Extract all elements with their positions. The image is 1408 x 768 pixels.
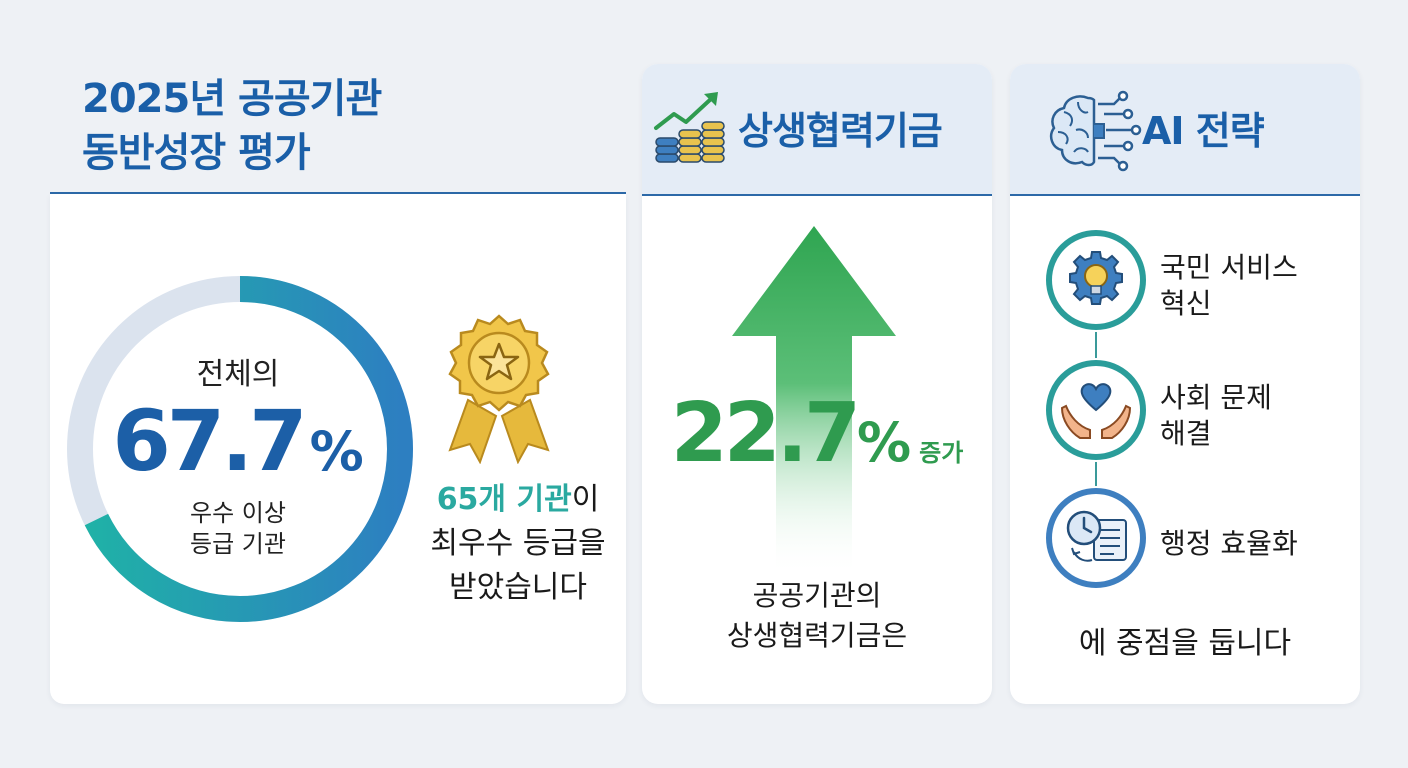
main-title: 2025년 공공기관 동반성장 평가 bbox=[82, 72, 382, 180]
donut-sub-line2: 등급 기관 bbox=[190, 530, 286, 558]
strategy-item-1-line2: 혁신 bbox=[1160, 287, 1212, 320]
fund-card: 상생협력기금 22.7% 증가 공공기관의 상생협력기금은 bbox=[642, 64, 992, 704]
fund-card-title: 상생협력기금 bbox=[738, 109, 943, 153]
growth-word: 증가 bbox=[919, 439, 964, 467]
award-text: 65개 기관이 최우수 등급을 받았습니다 bbox=[418, 478, 618, 610]
social-problem-badge bbox=[1044, 358, 1148, 462]
ai-card-divider bbox=[1010, 194, 1360, 196]
donut-percent: 67.7% bbox=[100, 395, 376, 498]
strategy-item-3: 행정 효율화 bbox=[1160, 526, 1350, 562]
donut-lead-text: 전체의 bbox=[196, 357, 280, 392]
ai-brain-icon bbox=[1050, 90, 1142, 172]
heart-hands-icon bbox=[1046, 360, 1146, 460]
award-line2: 최우수 등급을 bbox=[430, 526, 606, 561]
coins-growth-icon bbox=[654, 92, 725, 163]
donut-value-arc bbox=[67, 276, 413, 622]
up-arrow-icon bbox=[732, 226, 896, 576]
strategy-item-3-line1: 행정 효율화 bbox=[1160, 527, 1298, 560]
award-highlight: 65개 기관 bbox=[436, 482, 572, 517]
award-line1: 65개 기관이 bbox=[418, 478, 618, 522]
fund-card-header bbox=[642, 64, 992, 194]
main-title-line2: 동반성장 평가 bbox=[82, 130, 311, 176]
donut-percent-sign: % bbox=[309, 420, 364, 483]
ai-card-title: AI 전략 bbox=[1142, 109, 1265, 153]
clock-document-icon bbox=[1046, 488, 1146, 588]
donut-sub-line1: 우수 이상 bbox=[190, 499, 286, 527]
percentage-donut-chart bbox=[67, 276, 413, 622]
growth-percent-sign: % bbox=[857, 411, 912, 474]
main-title-line1: 2025년 공공기관 bbox=[82, 76, 382, 122]
award-line1-rest: 이 bbox=[571, 482, 600, 517]
donut-label: 전체의 67.7% 우수 이상 등급 기관 bbox=[100, 355, 376, 560]
evaluation-card bbox=[50, 194, 626, 704]
title-divider bbox=[50, 192, 626, 194]
service-innovation-badge bbox=[1044, 228, 1148, 332]
growth-value: 22.7 bbox=[670, 386, 861, 481]
strategy-item-1-line1: 국민 서비스 bbox=[1160, 251, 1298, 284]
strategy-item-2-line1: 사회 문제 bbox=[1160, 381, 1272, 414]
admin-efficiency-badge bbox=[1044, 486, 1148, 590]
donut-percent-value: 67.7 bbox=[112, 392, 307, 490]
strategy-item-1: 국민 서비스 혁신 bbox=[1160, 250, 1350, 322]
fund-card-divider bbox=[642, 194, 992, 196]
ai-strategy-card: AI 전략 bbox=[1010, 64, 1360, 704]
growth-rate: 22.7% 증가 bbox=[642, 386, 992, 482]
award-medal-icon bbox=[448, 314, 550, 464]
fund-caption-line2: 상생협력기금은 bbox=[726, 619, 908, 652]
ai-card-footer: 에 중점을 둡니다 bbox=[1078, 626, 1292, 661]
strategy-item-2: 사회 문제 해결 bbox=[1160, 380, 1350, 452]
gear-bulb-icon bbox=[1046, 230, 1146, 330]
fund-caption-line1: 공공기관의 bbox=[752, 579, 882, 612]
strategy-item-2-line2: 해결 bbox=[1160, 417, 1212, 450]
fund-caption: 공공기관의 상생협력기금은 bbox=[642, 576, 992, 656]
award-line3: 받았습니다 bbox=[449, 570, 587, 605]
